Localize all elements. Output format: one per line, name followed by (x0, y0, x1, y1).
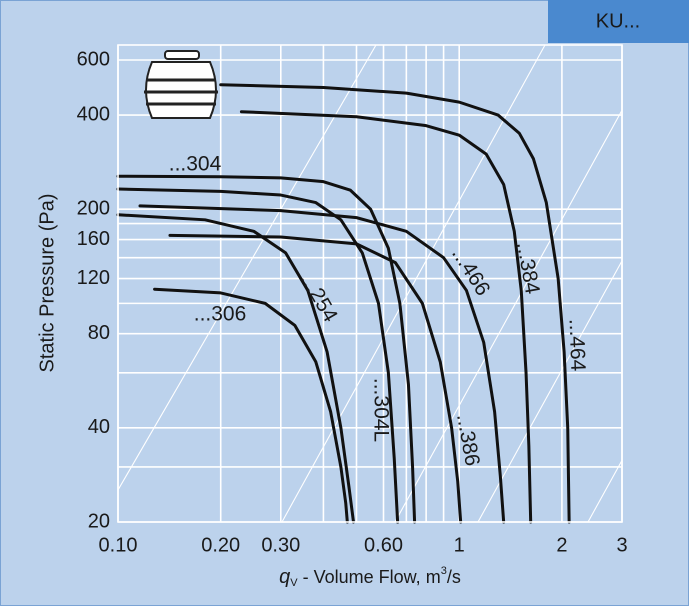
badge: KU... (596, 10, 640, 32)
y-tick-label: 40 (88, 416, 110, 438)
x-tick-label: 0.60 (364, 534, 403, 556)
plot-frame (117, 44, 623, 523)
x-label-suffix: /s (447, 567, 461, 587)
curve-label: ...304 (169, 153, 222, 176)
curve (116, 187, 400, 524)
y-tick-label: 400 (77, 103, 110, 125)
curve (219, 83, 571, 524)
x-tick-label: 0.30 (261, 534, 300, 556)
curve (153, 287, 349, 524)
x-tick-label: 0.10 (99, 534, 138, 556)
curve (239, 110, 533, 524)
y-tick-label: 120 (77, 267, 110, 289)
curve-label: ...304L (369, 378, 392, 442)
x-label-subscript: V (290, 577, 298, 589)
x-label-superscript: 3 (441, 565, 447, 577)
curves (116, 83, 571, 524)
curve-label: ...464 (565, 318, 590, 372)
y-axis-label: Static Pressure (Pa) (36, 194, 58, 373)
y-tick-label: 160 (77, 228, 110, 250)
y-tick-label: 200 (77, 198, 110, 220)
y-tick-label: 600 (77, 48, 110, 70)
x-label-text: - Volume Flow, m (298, 567, 441, 587)
system-line (281, 45, 546, 522)
curve-label: ...306 (194, 303, 247, 326)
x-tick-label: 3 (616, 534, 627, 556)
fan-icon (144, 50, 218, 119)
x-label-symbol: q (279, 566, 290, 588)
curve (116, 213, 355, 524)
curve (138, 204, 506, 524)
y-tick-label: 20 (88, 510, 110, 532)
x-axis-label: qV - Volume Flow, m3/s (279, 565, 461, 589)
system-lines (118, 45, 622, 522)
system-line (394, 109, 622, 522)
x-tick-label: 0.20 (201, 534, 240, 556)
y-tick-label: 80 (88, 322, 110, 344)
system-line (477, 259, 622, 522)
curve (168, 233, 463, 524)
curve (116, 174, 417, 524)
x-tick-label: 2 (556, 534, 567, 556)
badge-box (548, 0, 689, 43)
system-line (118, 45, 377, 491)
x-tick-label: 1 (454, 534, 465, 556)
